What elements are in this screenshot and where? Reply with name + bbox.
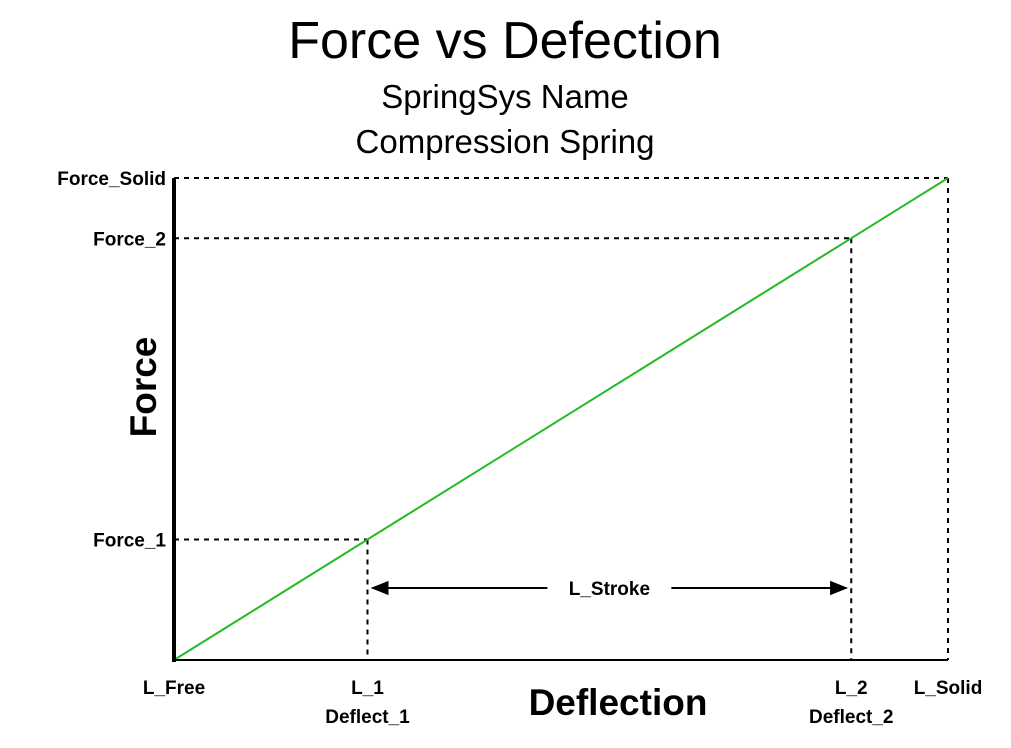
x-tick-label-2-0: L_2 (835, 678, 868, 699)
y-tick-label-2: Force_Solid (57, 169, 166, 190)
y-axis-title: Force (123, 337, 164, 438)
x-tick-label-1-1: Deflect_1 (325, 707, 410, 728)
x-tick-label-3-0: L_Solid (914, 678, 983, 699)
series-group (173, 177, 949, 661)
y-tick-label-0: Force_1 (93, 531, 166, 552)
annotation-label-0: L_Stroke (569, 579, 650, 600)
x-axis-title: Deflection (529, 682, 708, 723)
x-tick-label-2-1: Deflect_2 (809, 707, 894, 728)
annotations: L_Stroke (370, 579, 849, 600)
guide-lines (174, 177, 949, 660)
x-tick-label-0-0: L_Free (143, 678, 205, 699)
tick-labels: Force_1 Force_2 Force_Solid L_Free L_1 Deflec… (57, 169, 982, 728)
series-line-0 (173, 177, 949, 661)
chart-subtitle-line-2: Compression Spring (356, 123, 655, 160)
chart-title: Force vs Defection (288, 12, 722, 70)
x-tick-label-1-0: L_1 (351, 678, 384, 699)
axes (172, 178, 948, 662)
y-tick-label-1: Force_2 (93, 229, 166, 250)
chart-subtitle-line-1: SpringSys Name (381, 78, 629, 115)
